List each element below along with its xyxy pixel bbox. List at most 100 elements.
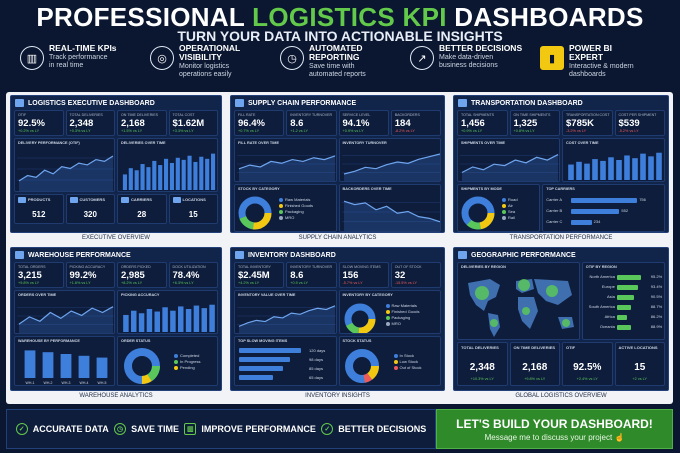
panel-supply-chain[interactable]: SUPPLY CHAIN PERFORMANCE FILL RATE 96.4% +… <box>230 95 445 233</box>
chart-picking-accuracy[interactable]: PICKING ACCURACY <box>117 290 218 334</box>
bar <box>146 167 151 190</box>
stat-label: CARRIERS <box>131 197 152 202</box>
chart-slow-moving-items[interactable]: TOP SLOW MOVING ITEMS 120 days 98 days 85 d… <box>234 336 337 386</box>
chart-map-deliveries[interactable]: DELIVERIES BY REGION <box>457 262 580 340</box>
region-label: Africa <box>604 314 615 319</box>
kpi-delta: -15.5% vs LY <box>394 281 418 285</box>
kpi-label: TOTAL COST <box>172 113 195 117</box>
tick-label: WH-4 <box>80 381 89 385</box>
chart-title: STOCK STATUS <box>342 339 372 343</box>
kpi-delta: +0.9 vs LY <box>290 281 309 285</box>
kpi-label: TOTAL SHIPMENTS <box>461 113 495 117</box>
chart-otif-by-region[interactable]: OTIF BY REGION North America 95.2% Europe 93… <box>581 262 665 340</box>
feature-powerbi: ▮ POWER BI EXPERT Interactive & modern da… <box>540 44 670 90</box>
bar <box>146 308 153 332</box>
series-line <box>238 305 336 327</box>
panel-transportation[interactable]: TRANSPORTATION DASHBOARD TOTAL SHIPMENTS… <box>453 95 669 233</box>
cta-build-dashboard-button[interactable]: LET'S BUILD YOUR DASHBOARD! Message me t… <box>436 409 673 449</box>
stat-card: ON TIME DELIVERIES 2,168 +9.8% vs LY <box>509 342 560 386</box>
kpi-value: $539 <box>618 118 640 129</box>
kpi-card: BACKORDERS 184 -8.2% vs LY <box>390 110 441 136</box>
chart-inventory-by-category[interactable]: INVENTORY BY CATEGORY Raw Materials Fini… <box>338 290 441 334</box>
bar <box>239 366 283 371</box>
clock-icon: ◷ <box>280 46 304 70</box>
chart-backorders[interactable]: BACKORDERS OVER TIME <box>338 184 441 232</box>
bar <box>175 157 180 190</box>
title-part2: DASHBOARDS <box>454 2 644 32</box>
kpi-value: 78.4% <box>172 270 200 281</box>
chart-top-carriers[interactable]: TOP CARRIERS Carrier A 756 Carrier B 552 Car… <box>542 184 665 232</box>
chart-stock-status[interactable]: STOCK STATUS In Stock Low Stock Out of S… <box>338 336 441 386</box>
truck-icon <box>15 99 24 107</box>
series-line <box>238 155 336 170</box>
bar <box>181 159 186 190</box>
power-bi-icon: ▮ <box>540 46 564 70</box>
kpi-card: OTIF 92.5% +0.2% vs LY <box>14 110 64 136</box>
panel-geographic[interactable]: GEOGRAPHIC PERFORMANCE DELIVERIES BY REG… <box>453 247 669 391</box>
kpi-value: 1,325 <box>513 118 538 129</box>
panel-warehouse[interactable]: WAREHOUSE PERFORMANCE TOTAL ORDERS 3,215 +… <box>10 247 222 391</box>
legend-item: Completed <box>180 353 200 358</box>
chart-orders-over-time[interactable]: ORDERS OVER TIME <box>14 290 115 334</box>
panel-inventory[interactable]: INVENTORY DASHBOARD TOTAL INVENTORY $2.45… <box>230 247 445 391</box>
panel-executive[interactable]: LOGISTICS EXECUTIVE DASHBOARD OTIF 92.5% +… <box>10 95 222 233</box>
bar <box>187 155 192 190</box>
kpi-delta: +0.7% vs LY <box>238 129 260 133</box>
legend-item: In Stock <box>399 353 414 358</box>
bar <box>152 160 157 190</box>
bar <box>158 165 163 190</box>
benefit-accurate-data: ✓ ACCURATE DATA <box>15 423 109 435</box>
chart-deliveries-over-time[interactable]: DELIVERIES OVER TIME <box>117 138 218 192</box>
kpi-delta: +1.2 vs LY <box>290 129 309 133</box>
panel-header: INVENTORY DASHBOARD <box>231 248 444 262</box>
kpi-label: BACKORDERS <box>394 113 420 117</box>
kpi-card: INVENTORY TURNOVER 8.6 +1.2 vs LY <box>286 110 337 136</box>
data-label: 120 days <box>309 348 326 353</box>
cta-subtitle-text: Message me to discuss your project <box>484 432 613 442</box>
bar <box>616 284 639 290</box>
kpi-card: TOTAL COST $1.62M +3.3% vs LY <box>168 110 218 136</box>
chart-title: DELIVERIES OVER TIME <box>121 141 166 145</box>
legend-item: Air <box>508 203 513 208</box>
bar <box>239 348 301 353</box>
legend-item: Packaging <box>391 315 411 320</box>
line-chart <box>460 154 559 181</box>
data-label: 98 days <box>309 357 324 362</box>
kpi-delta: +0.2% vs LY <box>18 129 40 133</box>
chart-stock-by-category[interactable]: STOCK BY CATEGORY Raw Materials Finished… <box>234 184 337 232</box>
stat-customers: CUSTOMERS 320 <box>65 194 115 224</box>
line-area <box>343 201 440 231</box>
chart-title: STOCK BY CATEGORY <box>238 187 280 191</box>
kpi-row: FILL RATE 96.4% +0.7% vs LY INVENTORY TURN… <box>231 110 444 136</box>
map-bubble <box>562 319 570 327</box>
legend-item: In Progress <box>180 359 201 364</box>
chart-shipments-over-time[interactable]: SHIPMENTS OVER TIME <box>457 138 560 182</box>
chart-cost-over-time[interactable]: COST OVER TIME <box>562 138 665 182</box>
bar-chart-icon: ▥ <box>184 423 197 435</box>
chart-inventory-value[interactable]: INVENTORY VALUE OVER TIME <box>234 290 337 334</box>
chart-title: PICKING ACCURACY <box>121 293 160 297</box>
data-label: 90.5% <box>650 294 663 299</box>
clock-icon: ◷ <box>114 423 127 435</box>
map-bubble <box>475 286 489 300</box>
chart-title: FILL RATE OVER TIME <box>238 141 279 145</box>
tick-label: WH-2 <box>44 381 53 385</box>
cta-title: LET'S BUILD YOUR DASHBOARD! <box>456 416 653 431</box>
chart-delivery-performance[interactable]: DELIVERY PERFORMANCE (OTIF) <box>14 138 115 192</box>
panel-header: WAREHOUSE PERFORMANCE <box>11 248 221 262</box>
chart-shipments-by-mode[interactable]: SHIPMENTS BY MODE Road Air Sea Rail <box>457 184 541 232</box>
stat-card: ACTIVE LOCATIONS 15 +2 vs LY <box>614 342 665 386</box>
bar <box>134 170 139 190</box>
chart-order-status[interactable]: ORDER STATUS Completed In Progress Pendi… <box>117 336 218 386</box>
chart-fill-rate[interactable]: FILL RATE OVER TIME <box>234 138 337 182</box>
chart-inventory-turnover[interactable]: INVENTORY TURNOVER <box>338 138 441 182</box>
kpi-card: SLOW MOVING ITEMS 156 -5.7% vs LY <box>338 262 389 288</box>
carrier-label: Carrier C <box>546 219 563 224</box>
line-area <box>19 306 113 333</box>
donut-segment <box>461 196 495 230</box>
chart-warehouse-performance[interactable]: WAREHOUSE BY PERFORMANCE WH-1 WH-2 WH-3 WH-4… <box>14 336 115 386</box>
stat-value: 320 <box>83 210 97 219</box>
data-label: 88.7% <box>650 304 663 309</box>
kpi-card: TOTAL DELIVERIES 2,348 +0.3% vs LY <box>65 110 115 136</box>
globe-icon <box>458 251 467 259</box>
